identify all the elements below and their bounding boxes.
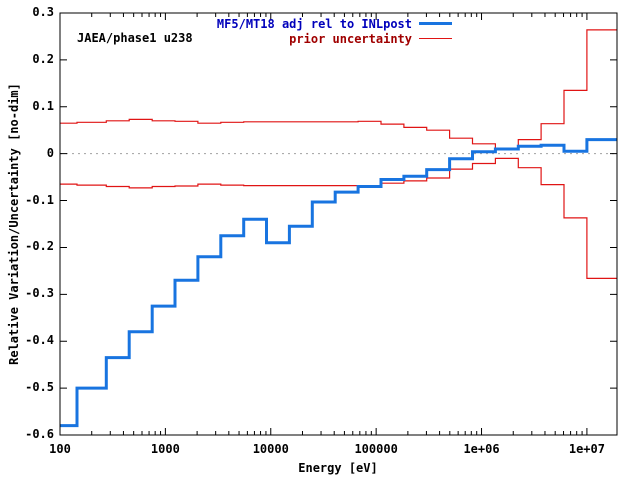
y-tick-label: -0.3 [25, 286, 54, 301]
plot-annotation: JAEA/phase1 u238 [77, 31, 193, 45]
legend-line-sample-blue [419, 22, 452, 25]
x-tick-label: 1000 [150, 442, 180, 456]
legend-entry-prior: prior uncertainty [217, 31, 452, 46]
y-tick-label: -0.5 [25, 380, 54, 395]
y-tick-label: 0 [46, 145, 54, 160]
x-tick-label: 1e+07 [568, 442, 605, 456]
y-tick-label: -0.4 [25, 333, 54, 348]
x-tick-label: 100 [49, 442, 71, 456]
y-tick-label: 0.1 [32, 98, 54, 113]
legend: MF5/MT18 adj rel to INLpost prior uncert… [217, 16, 452, 46]
x-axis-title: Energy [eV] [298, 461, 378, 475]
x-tick-label: 1e+06 [463, 442, 500, 456]
y-tick-label: -0.6 [25, 427, 54, 441]
legend-label: prior uncertainty [289, 31, 412, 46]
legend-line-sample-red [419, 38, 452, 39]
legend-entry-adjustment: MF5/MT18 adj rel to INLpost [217, 16, 452, 31]
y-tick-label: 0.3 [32, 5, 54, 19]
x-tick-label: 100000 [354, 442, 398, 456]
y-tick-label: -0.1 [25, 192, 54, 207]
y-tick-label: -0.2 [25, 239, 54, 254]
legend-label: MF5/MT18 adj rel to INLpost [216, 16, 412, 31]
x-tick-label: 10000 [252, 442, 289, 456]
y-axis-title: Relative Variation/Uncertainty [no-dim] [7, 83, 21, 365]
y-tick-label: 0.2 [32, 51, 54, 66]
